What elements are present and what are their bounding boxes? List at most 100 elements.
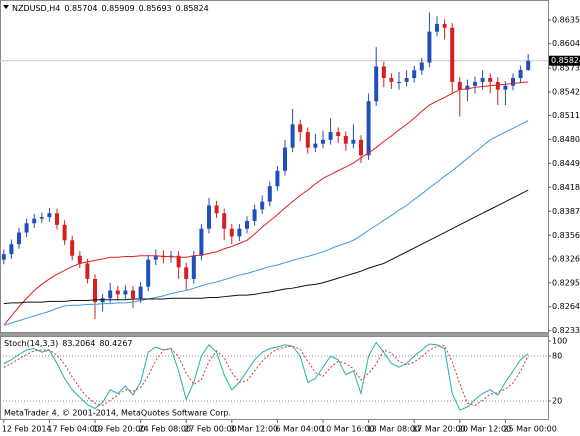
candle-body (374, 66, 379, 102)
candle-body (153, 255, 158, 260)
stoch-panel (0, 336, 549, 420)
candle-body (397, 81, 401, 83)
candle-body (412, 70, 417, 79)
candle-body (39, 217, 44, 219)
candle-body (237, 228, 242, 237)
candle-body (321, 139, 325, 144)
candle-body (381, 66, 386, 79)
x-tick-label: 17 Mar 20:00 (412, 425, 465, 434)
moving-average (3, 189, 529, 305)
candle-body (108, 290, 113, 299)
candle-body (427, 31, 432, 63)
candle-body (93, 278, 97, 303)
candle-body (473, 81, 477, 86)
candle-body (336, 132, 341, 136)
candle-body (191, 255, 196, 279)
stoch-signal-last: 80.4267 (99, 339, 132, 348)
y-tick-label: 0.84805 (552, 135, 580, 144)
candle-body (184, 267, 189, 279)
last-open: 0.85704 (64, 4, 97, 13)
candle-body (283, 147, 287, 171)
candle-body (457, 81, 462, 90)
y-tick-label: 20 (552, 397, 562, 406)
price-marker (549, 55, 580, 66)
candle-body (503, 85, 508, 90)
candle-body (55, 213, 59, 225)
candle-body (366, 101, 371, 156)
candle-body (214, 205, 219, 214)
candle-body (328, 132, 333, 140)
moving-average (3, 120, 529, 326)
x-tick-label: 6 Mar 04:00 (275, 425, 323, 434)
x-tick-label: 10 Mar 16:00 (321, 425, 374, 434)
candle-body (313, 143, 318, 148)
x-tick-label: 27 Feb 00:00 (184, 425, 236, 434)
candle-body (138, 286, 143, 299)
candle-body (275, 170, 280, 187)
candle-body (450, 27, 455, 82)
y-tick-label: 0.84185 (552, 183, 580, 192)
moving-average (3, 81, 529, 326)
symbol-header: NZDUSD,H4 0.85704 0.85909 0.85693 0.85824 (12, 4, 209, 13)
candle-body (229, 228, 234, 237)
candle-body (115, 290, 120, 295)
candle-body (70, 240, 75, 256)
candle-body (9, 244, 14, 255)
text-layer: NZDUSD,H4 0.85704 0.85909 0.85693 0.85824 St… (2, 4, 580, 434)
y-tick-label: 80 (552, 352, 562, 361)
panel-separator (0, 333, 549, 336)
candle-body (419, 62, 424, 71)
candle-body (389, 78, 394, 82)
candle-body (245, 220, 249, 229)
candle-body (526, 60, 531, 70)
candle-body (404, 78, 409, 82)
marks-layer (1, 12, 531, 411)
menu-arrow (3, 5, 9, 9)
y-tick-label: 0.86045 (552, 39, 580, 48)
last-close: 0.85824 (176, 4, 209, 13)
candle-body (123, 290, 128, 295)
last-high: 0.85909 (101, 4, 134, 13)
candle-body (32, 218, 37, 224)
stoch-title: Stoch(14,3,3) (4, 339, 58, 348)
stoch-header: Stoch(14,3,3) 83.2064 80.4267 (4, 339, 132, 348)
candle-body (260, 201, 265, 210)
grid-layer (0, 19, 551, 423)
price-marker-label: 0.85824 (551, 56, 580, 65)
candle-body (442, 23, 447, 28)
candle-body (480, 78, 485, 82)
candle-body (207, 205, 211, 229)
candle-body (351, 139, 356, 144)
stoch-main-last: 83.2064 (62, 339, 95, 348)
candle-body (252, 209, 257, 221)
y-tick-label: 0.83875 (552, 207, 580, 216)
y-tick-label: 0.83565 (552, 231, 580, 240)
x-tick-label: 13 Mar 08:00 (367, 425, 420, 434)
x-tick-label: 12 Feb 2014 (2, 425, 52, 434)
y-tick-label: 0.84495 (552, 159, 580, 168)
x-tick-label: 25 Mar 00:00 (503, 425, 556, 434)
candle-body (146, 259, 151, 287)
y-tick-label: 100 (552, 337, 567, 346)
candle-body (495, 81, 500, 90)
x-tick-label: 17 Feb 04:00 (47, 425, 99, 434)
candle-body (131, 290, 135, 299)
x-tick-label: 24 Feb 08:00 (139, 425, 191, 434)
candle-body (267, 186, 272, 202)
candle-body (62, 224, 67, 241)
candle-body (298, 124, 303, 133)
candle-body (435, 23, 439, 32)
candle-body (77, 255, 82, 264)
candle-body (1, 254, 6, 260)
main-panel (0, 0, 549, 333)
copyright: MetaTrader 4, © 2001-2014, MetaQuotes So… (4, 409, 231, 418)
last-low: 0.85693 (139, 4, 172, 13)
